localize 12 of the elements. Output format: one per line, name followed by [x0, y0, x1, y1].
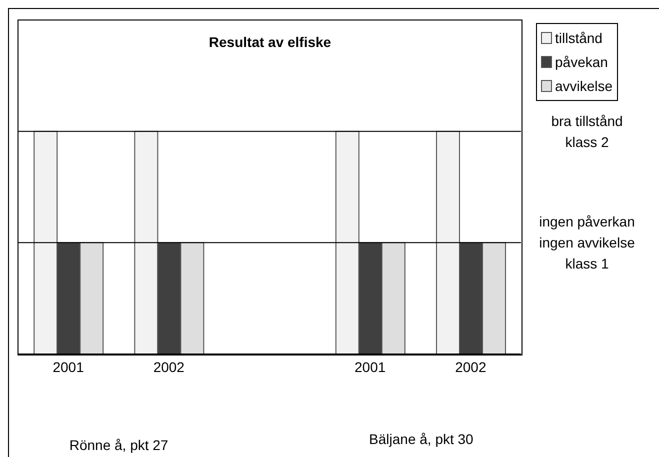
- x-tick-label: 2002: [153, 358, 185, 375]
- legend-label: avvikelse: [555, 78, 613, 94]
- legend-label: påvekan: [555, 54, 608, 70]
- legend-label: tillstånd: [555, 30, 602, 46]
- chart-title: Resultat av elfiske: [208, 34, 332, 50]
- x-tick-label: 2001: [354, 358, 386, 375]
- text: Rönne å, pkt 27: [68, 437, 170, 453]
- x-tick-label: 2002: [455, 358, 486, 375]
- x-tick-label: 2001: [52, 358, 84, 375]
- ref-line-label: ingen påverkan ingen avvikelse klass 1: [539, 214, 636, 272]
- ref-line-label: bra tillstånd klass 2: [551, 112, 623, 150]
- text: Bäljane å, pkt 30: [368, 431, 474, 447]
